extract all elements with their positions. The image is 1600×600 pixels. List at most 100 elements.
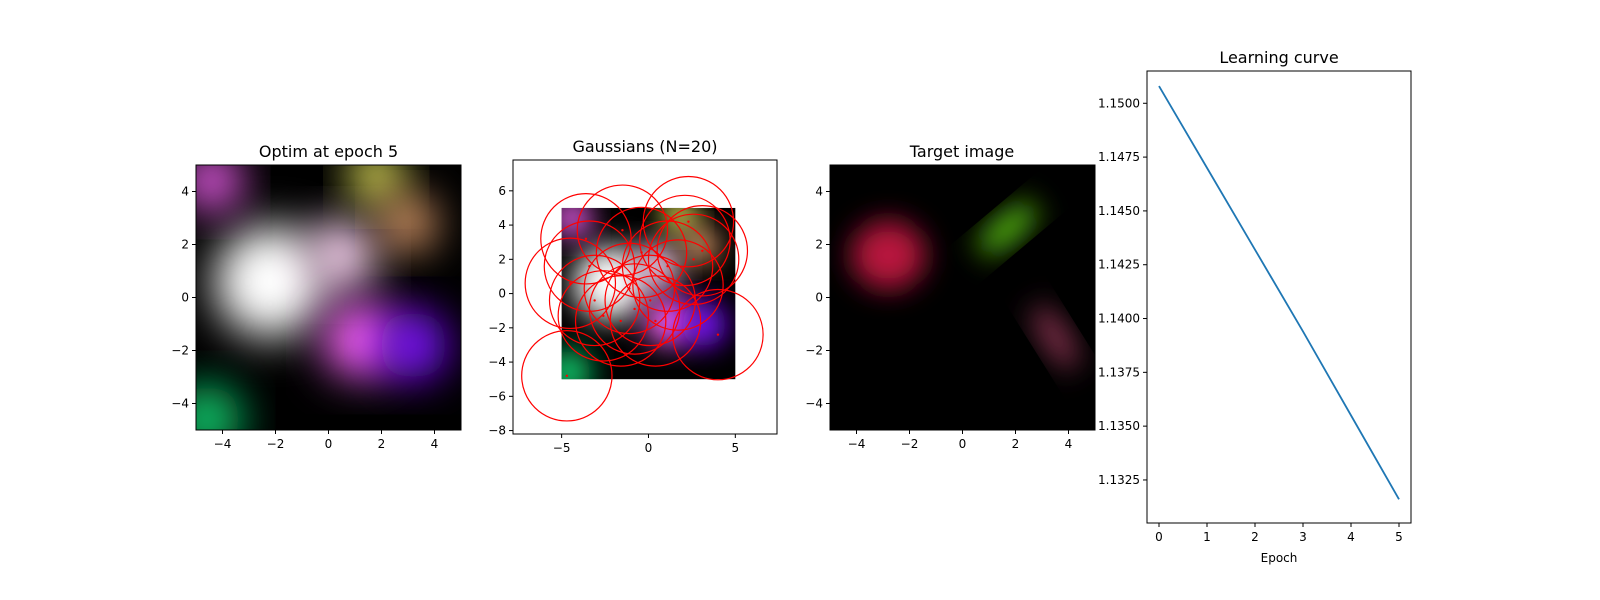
y-tick-label: 0 [498, 287, 506, 301]
y-tick-label: 0 [181, 291, 189, 305]
y-tick-label: 1.1325 [1098, 473, 1140, 487]
y-tick-label: −4 [171, 397, 189, 411]
y-tick-label: 1.1350 [1098, 419, 1140, 433]
target-title: Target image [909, 142, 1014, 161]
gaussians-y-ticks: −8 −6 −4 −2 0 2 4 6 [488, 184, 513, 438]
y-tick-label: −4 [805, 397, 823, 411]
x-tick-label: 0 [645, 441, 653, 455]
panel-target: Target image −4 −2 0 2 4 −4 −2 0 2 4 [805, 142, 1096, 451]
learning-curve-title: Learning curve [1219, 48, 1338, 67]
x-tick-label: 2 [378, 437, 386, 451]
gaussian-blob [214, 225, 326, 338]
x-tick-label: 4 [1347, 530, 1355, 544]
x-tick-label: −2 [267, 437, 285, 451]
learning-curve-line [1158, 85, 1400, 500]
gaussian-circle [588, 263, 681, 355]
learning-curve-xlabel: Epoch [1261, 551, 1298, 565]
x-tick-label: −2 [901, 437, 919, 451]
y-tick-label: −2 [805, 344, 823, 358]
learning-curve-frame [1146, 70, 1412, 524]
y-tick-label: 1.1400 [1098, 312, 1140, 326]
y-tick-label: −2 [488, 321, 506, 335]
panel-optim: Optim at epoch 5 −4 −2 0 2 4 −4 −2 0 2 4 [171, 142, 462, 451]
x-tick-label: 5 [1395, 530, 1403, 544]
gaussians-frame [512, 159, 778, 435]
gaussian-center-point [640, 251, 643, 254]
gaussian-center-point [687, 220, 690, 223]
x-tick-label: 0 [959, 437, 967, 451]
y-tick-label: −2 [171, 344, 189, 358]
gaussian-blob [349, 165, 403, 203]
gaussian-blob [681, 301, 727, 347]
gaussian-blob [573, 246, 647, 320]
gaussian-center-point [654, 319, 657, 323]
gaussian-circle [548, 254, 641, 347]
gaussian-blob [307, 220, 377, 290]
learning-curve-y-ticks: 1.1325 1.1350 1.1375 1.1400 1.1425 1.1450 1.14… [1098, 96, 1147, 487]
y-tick-label: 4 [815, 185, 823, 199]
gaussian-blob [381, 196, 435, 250]
gaussian-center-point [602, 314, 605, 318]
gaussian-center-point [701, 249, 704, 252]
gaussian-center-point [692, 258, 695, 261]
x-tick-label: −5 [553, 441, 571, 455]
x-tick-label: −4 [214, 437, 232, 451]
y-tick-label: −6 [488, 389, 506, 403]
x-tick-label: 0 [1155, 530, 1163, 544]
x-tick-label: 2 [1251, 530, 1259, 544]
x-tick-label: 4 [431, 437, 439, 451]
target-image-background [830, 165, 1095, 430]
gaussian-blob [851, 220, 926, 290]
gaussian-circle [642, 175, 735, 268]
gaussian-blob [196, 165, 242, 211]
y-tick-label: 1.1475 [1098, 150, 1140, 164]
learning-curve-x-ticks: 0 1 2 3 4 5 [1155, 523, 1403, 544]
x-tick-label: 0 [325, 437, 333, 451]
optim-image [196, 165, 448, 430]
gaussian-center-point [683, 239, 687, 242]
y-tick-label: 2 [815, 238, 823, 252]
y-tick-label: 4 [498, 218, 506, 232]
gaussian-center-point [619, 319, 622, 323]
gaussian-center-point [649, 299, 652, 302]
gaussian-center-point [588, 264, 591, 268]
gaussians-x-ticks: −5 0 5 [553, 434, 739, 455]
target-y-ticks: −4 −2 0 2 4 [805, 185, 830, 411]
y-tick-label: 1.1375 [1098, 365, 1140, 379]
target-x-ticks: −4 −2 0 2 4 [848, 430, 1073, 451]
gaussian-circle [656, 205, 749, 297]
gaussian-blob [323, 302, 398, 377]
x-tick-label: 5 [731, 441, 739, 455]
gaussian-circle [647, 213, 740, 306]
gaussian-center-point [593, 299, 596, 302]
target-image [851, 203, 1078, 370]
y-tick-label: 2 [181, 238, 189, 252]
y-tick-label: 1.1500 [1098, 96, 1140, 110]
panel-learning-curve: Learning curve 0 1 2 3 4 5 1.1325 1.1350 1.1375… [1098, 48, 1412, 565]
gaussian-center-point [569, 282, 572, 285]
gaussian-circles [521, 175, 764, 422]
gaussian-center-point [628, 287, 631, 290]
gaussian-circle [609, 275, 702, 367]
x-tick-label: 1 [1203, 530, 1211, 544]
optim-title: Optim at epoch 5 [259, 142, 398, 161]
y-tick-label: 1.1425 [1098, 258, 1140, 272]
gaussian-center-point [666, 264, 669, 268]
gaussian-blob [378, 310, 448, 380]
gaussian-circle [521, 330, 613, 422]
x-tick-label: 3 [1299, 530, 1307, 544]
y-tick-label: 6 [498, 184, 506, 198]
x-tick-label: 4 [1065, 437, 1073, 451]
y-tick-label: 4 [181, 185, 189, 199]
gaussian-centers [565, 220, 720, 377]
y-tick-label: 1.1450 [1098, 204, 1140, 218]
gaussian-circle [524, 237, 617, 330]
y-tick-label: −4 [488, 355, 506, 369]
optim-x-ticks: −4 −2 0 2 4 [214, 430, 439, 451]
gaussian-circle [672, 288, 764, 381]
gaussian-circle [632, 239, 724, 331]
y-tick-label: 0 [815, 291, 823, 305]
gaussian-blob [1033, 305, 1078, 370]
x-tick-label: −4 [848, 437, 866, 451]
